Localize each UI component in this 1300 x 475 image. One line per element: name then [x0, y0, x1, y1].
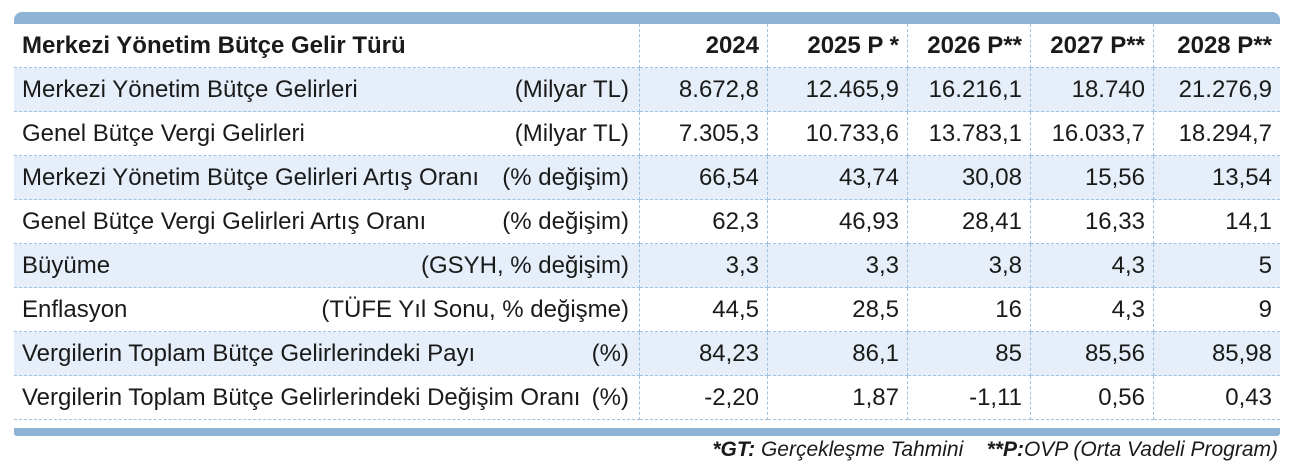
bottom-border-bar [14, 428, 1280, 436]
row-label-cell: Vergilerin Toplam Bütçe Gelirlerindeki P… [14, 332, 640, 376]
value-cell: 16,33 [1031, 200, 1154, 244]
row-unit: (% değişim) [502, 163, 629, 191]
table-row: Vergilerin Toplam Bütçe Gelirlerindeki P… [14, 332, 1280, 376]
footnote-gt-key: *GT: [712, 438, 756, 461]
value-cell: 14,1 [1154, 200, 1280, 244]
row-label: Vergilerin Toplam Bütçe Gelirlerindeki D… [22, 383, 581, 411]
value-cell: 21.276,9 [1154, 68, 1280, 112]
row-label: Genel Bütçe Vergi Gelirleri Artış Oranı [22, 207, 427, 235]
value-cell: 3,3 [768, 244, 908, 288]
row-label: Vergilerin Toplam Bütçe Gelirlerindeki P… [22, 339, 476, 367]
row-unit: (% değişim) [502, 207, 629, 235]
table-body: Merkezi Yönetim Bütçe Gelirleri (Milyar T… [14, 68, 1280, 420]
column-header: 2025 P * [768, 24, 908, 68]
value-cell: 44,5 [640, 288, 768, 332]
value-cell: 3,3 [640, 244, 768, 288]
footnote: *GT: Gerçekleşme Tahmini **P:OVP (Orta V… [712, 438, 1278, 462]
row-label: Enflasyon [22, 295, 128, 323]
column-header: 2027 P** [1031, 24, 1154, 68]
value-cell: 13.783,1 [908, 112, 1031, 156]
value-cell: 18.740 [1031, 68, 1154, 112]
table-row: Enflasyon (TÜFE Yıl Sonu, % değişme) 44,5 2… [14, 288, 1280, 332]
row-label: Merkezi Yönetim Bütçe Gelirleri Artış Or… [22, 163, 480, 191]
value-cell: 13,54 [1154, 156, 1280, 200]
value-cell: 0,43 [1154, 376, 1280, 420]
top-border-bar [14, 12, 1280, 24]
budget-table: Merkezi Yönetim Bütçe Gelir Türü 2024 20… [14, 24, 1280, 420]
value-cell: 3,8 [908, 244, 1031, 288]
value-cell: 86,1 [768, 332, 908, 376]
value-cell: 4,3 [1031, 244, 1154, 288]
row-label-cell: Merkezi Yönetim Bütçe Gelirleri (Milyar T… [14, 68, 640, 112]
footnote-p-key: **P: [986, 438, 1024, 461]
value-cell: 46,93 [768, 200, 908, 244]
row-label: Büyüme [22, 251, 111, 279]
value-cell: 30,08 [908, 156, 1031, 200]
footnote-gt-text: Gerçekleşme Tahmini [755, 438, 964, 461]
value-cell: 85,98 [1154, 332, 1280, 376]
value-cell: 16.033,7 [1031, 112, 1154, 156]
value-cell: 16 [908, 288, 1031, 332]
header-row: Merkezi Yönetim Bütçe Gelir Türü 2024 20… [14, 24, 1280, 68]
row-label-cell: Genel Bütçe Vergi Gelirleri Artış Oranı (… [14, 200, 640, 244]
value-cell: 1,87 [768, 376, 908, 420]
value-cell: 7.305,3 [640, 112, 768, 156]
value-cell: 8.672,8 [640, 68, 768, 112]
value-cell: -1,11 [908, 376, 1031, 420]
column-header: 2026 P** [908, 24, 1031, 68]
value-cell: 62,3 [640, 200, 768, 244]
row-label: Merkezi Yönetim Bütçe Gelirleri [22, 75, 358, 103]
budget-table-frame: Merkezi Yönetim Bütçe Gelir Türü 2024 20… [14, 12, 1280, 436]
value-cell: 16.216,1 [908, 68, 1031, 112]
value-cell: 0,56 [1031, 376, 1154, 420]
value-cell: 10.733,6 [768, 112, 908, 156]
header-label: Merkezi Yönetim Bütçe Gelir Türü [14, 24, 640, 68]
value-cell: 28,41 [908, 200, 1031, 244]
column-header: 2024 [640, 24, 768, 68]
value-cell: 85,56 [1031, 332, 1154, 376]
table-row: Merkezi Yönetim Bütçe Gelirleri Artış Or… [14, 156, 1280, 200]
value-cell: 43,74 [768, 156, 908, 200]
row-unit: (%) [591, 339, 629, 367]
value-cell: 4,3 [1031, 288, 1154, 332]
row-label-cell: Enflasyon (TÜFE Yıl Sonu, % değişme) [14, 288, 640, 332]
value-cell: 12.465,9 [768, 68, 908, 112]
value-cell: -2,20 [640, 376, 768, 420]
row-label-cell: Genel Bütçe Vergi Gelirleri (Milyar TL) [14, 112, 640, 156]
row-unit: (%) [591, 383, 629, 411]
row-label: Genel Bütçe Vergi Gelirleri [22, 119, 305, 147]
value-cell: 18.294,7 [1154, 112, 1280, 156]
value-cell: 66,54 [640, 156, 768, 200]
value-cell: 5 [1154, 244, 1280, 288]
row-unit: (GSYH, % değişim) [420, 251, 629, 279]
row-unit: (Milyar TL) [514, 119, 629, 147]
value-cell: 15,56 [1031, 156, 1154, 200]
row-label-cell: Vergilerin Toplam Bütçe Gelirlerindeki D… [14, 376, 640, 420]
table-row: Büyüme (GSYH, % değişim) 3,3 3,3 3,8 4,3 5 [14, 244, 1280, 288]
table-row: Merkezi Yönetim Bütçe Gelirleri (Milyar T… [14, 68, 1280, 112]
row-label-cell: Merkezi Yönetim Bütçe Gelirleri Artış Or… [14, 156, 640, 200]
column-header: 2028 P** [1154, 24, 1280, 68]
row-unit: (TÜFE Yıl Sonu, % değişme) [321, 295, 629, 323]
row-unit: (Milyar TL) [514, 75, 629, 103]
table-row: Vergilerin Toplam Bütçe Gelirlerindeki D… [14, 376, 1280, 420]
table-row: Genel Bütçe Vergi Gelirleri (Milyar TL) 7.… [14, 112, 1280, 156]
row-label-cell: Büyüme (GSYH, % değişim) [14, 244, 640, 288]
table-row: Genel Bütçe Vergi Gelirleri Artış Oranı (… [14, 200, 1280, 244]
value-cell: 85 [908, 332, 1031, 376]
value-cell: 28,5 [768, 288, 908, 332]
value-cell: 84,23 [640, 332, 768, 376]
value-cell: 9 [1154, 288, 1280, 332]
footnote-p-text: OVP (Orta Vadeli Program) [1023, 438, 1278, 461]
